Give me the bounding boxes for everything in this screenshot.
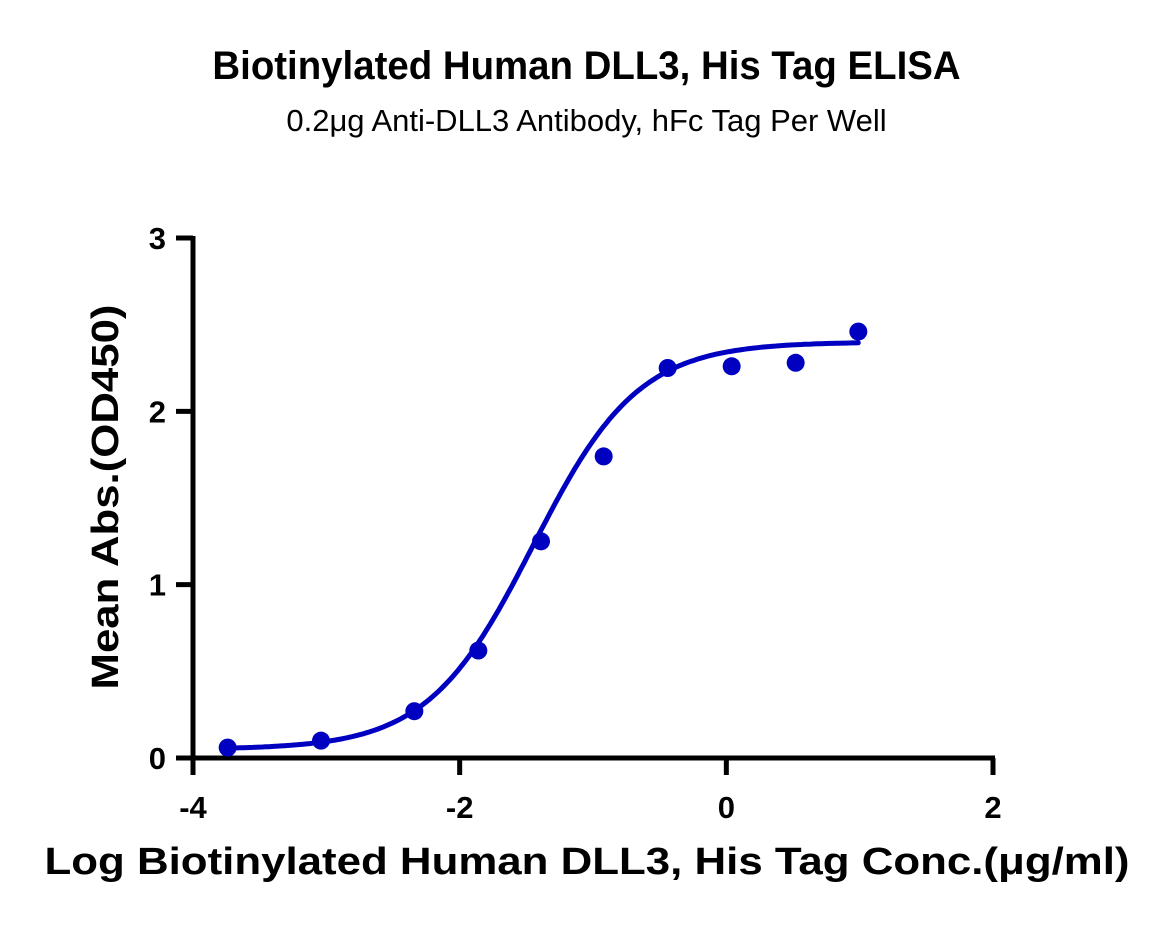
data-point xyxy=(786,353,805,372)
x-axis-label: Log Biotinylated Human DLL3, His Tag Con… xyxy=(45,841,1130,883)
data-point xyxy=(658,359,677,377)
data-point xyxy=(405,702,424,721)
data-point xyxy=(218,738,237,757)
y-tick-label: 3 xyxy=(149,221,166,256)
x-tick-label: -4 xyxy=(179,790,207,825)
x-tick-label: -2 xyxy=(446,790,474,825)
fit-curve xyxy=(225,340,861,751)
data-point xyxy=(312,731,330,750)
data-point xyxy=(594,447,613,466)
data-points xyxy=(218,322,868,757)
chart-subtitle: 0.2μg Anti-DLL3 Antibody, hFc Tag Per We… xyxy=(286,103,887,138)
data-point xyxy=(469,641,488,660)
data-point xyxy=(722,357,741,376)
x-tick-label: 0 xyxy=(718,790,735,825)
y-tick-label: 1 xyxy=(149,568,166,603)
y-axis-label: Mean Abs.(OD450) xyxy=(85,305,127,690)
x-tick-label: 2 xyxy=(984,790,1001,825)
y-tick-label: 2 xyxy=(149,394,166,429)
y-tick-label: 0 xyxy=(149,741,166,776)
axes: 0 1 2 3 -4 -2 0 2 xyxy=(149,221,1002,825)
data-point xyxy=(849,322,868,341)
chart-title: Biotinylated Human DLL3, His Tag ELISA xyxy=(212,44,961,88)
data-point xyxy=(532,532,550,551)
